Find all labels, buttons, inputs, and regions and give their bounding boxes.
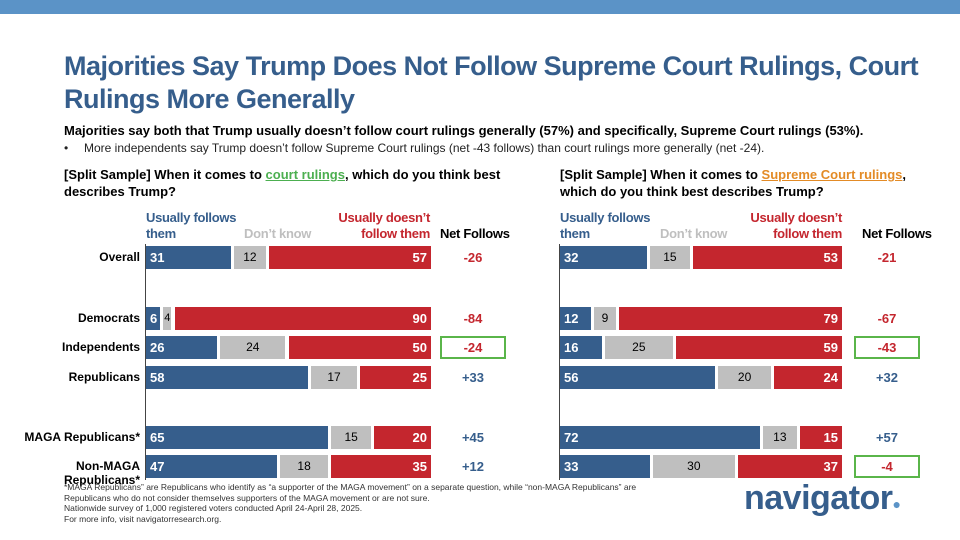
right-header-dont-know: Don’t know (660, 226, 728, 241)
right-not-follow-bar: 79 (619, 307, 842, 330)
right-net-follows-value: -21 (877, 250, 897, 265)
page-title: Majorities Say Trump Does Not Follow Sup… (64, 51, 919, 114)
left-question-pre: [Split Sample] When it comes to (64, 167, 266, 182)
row-label: Independents (61, 340, 140, 354)
left-dont-know-bar: 17 (311, 366, 357, 389)
right-dont-know-bar: 20 (717, 366, 772, 389)
left-dont-know-bar: 4 (163, 307, 172, 330)
logo-text: navigator (744, 479, 893, 517)
row-label: Non-MAGA Republicans* (63, 459, 140, 487)
right-net-follows-value: +32 (875, 370, 899, 385)
left-header-follows: Usually follows them (146, 210, 237, 241)
bullet-text: More independents say Trump doesn’t foll… (84, 141, 765, 155)
left-dont-know-bar: 15 (331, 426, 371, 449)
right-header-not-follow: Usually doesn’t follow them (750, 210, 842, 241)
footnote-methodology: Nationwide survey of 1,000 registered vo… (64, 503, 363, 513)
left-header-net: Net Follows (440, 226, 510, 241)
right-header-net: Net Follows (862, 226, 932, 241)
top-accent-bar (0, 0, 960, 14)
left-follows-bar: 31 (146, 246, 232, 269)
row-label: Overall (99, 250, 140, 264)
right-net-follows-value: -43 (854, 336, 920, 359)
left-axis-line (145, 244, 146, 480)
right-not-follow-bar: 15 (799, 426, 842, 449)
right-net-follows-value: -4 (854, 455, 920, 478)
left-header-dont-know: Don’t know (244, 226, 312, 241)
right-dont-know-bar: 13 (763, 426, 797, 449)
right-question-pre: [Split Sample] When it comes to (560, 167, 762, 182)
subheadline: Majorities say both that Trump usually d… (64, 123, 864, 138)
footnote-definition: *MAGA Republicans” are Republicans who i… (64, 482, 637, 503)
row-label: MAGA Republicans* (24, 430, 140, 444)
left-follows-bar: 58 (146, 366, 309, 389)
left-net-follows-value: +45 (461, 430, 485, 445)
left-follows-bar: 65 (146, 426, 329, 449)
footnote: *MAGA Republicans” are Republicans who i… (64, 482, 664, 524)
right-not-follow-bar: 37 (737, 455, 842, 478)
left-not-follow-bar: 25 (359, 366, 431, 389)
left-dont-know-bar: 24 (220, 336, 286, 359)
left-net-follows-value: -84 (463, 311, 483, 326)
bullet-note: • More independents say Trump doesn’t fol… (64, 141, 944, 155)
bullet-marker: • (64, 141, 69, 155)
left-follows-bar: 6 (146, 307, 161, 330)
footnote-more-info: For more info, visit navigatorresearch.o… (64, 513, 222, 524)
right-follows-bar: 16 (560, 336, 603, 359)
right-follows-bar: 56 (560, 366, 715, 389)
left-not-follow-bar: 20 (374, 426, 431, 449)
right-not-follow-bar: 24 (774, 366, 842, 389)
right-not-follow-bar: 59 (675, 336, 842, 359)
right-dont-know-bar: 15 (650, 246, 690, 269)
right-dont-know-bar: 30 (653, 455, 735, 478)
right-follows-bar: 33 (560, 455, 651, 478)
left-question-highlight: court rulings (265, 167, 345, 182)
left-net-follows-value: +33 (461, 370, 485, 385)
right-net-follows-value: -67 (877, 311, 897, 326)
right-question: [Split Sample] When it comes to Supreme … (560, 166, 940, 200)
left-net-follows-value: -24 (440, 336, 506, 359)
left-not-follow-bar: 90 (174, 307, 431, 330)
right-question-post: , which do you think best describes Trum… (560, 167, 907, 199)
right-question-highlight: Supreme Court rulings (761, 167, 903, 182)
left-question-post: , which do you think best describes Trum… (64, 167, 501, 199)
right-dont-know-bar: 9 (593, 307, 617, 330)
row-label: Republicans (68, 370, 140, 384)
left-follows-bar: 26 (146, 336, 218, 359)
left-follows-bar: 47 (146, 455, 277, 478)
left-net-follows-value: +12 (461, 459, 485, 474)
right-follows-bar: 32 (560, 246, 648, 269)
right-net-follows-value: +57 (875, 430, 899, 445)
right-not-follow-bar: 53 (692, 246, 842, 269)
navigator-logo: navigator● (744, 479, 901, 518)
right-follows-bar: 72 (560, 426, 761, 449)
left-not-follow-bar: 50 (288, 336, 431, 359)
left-header-not-follow: Usually doesn’t follow them (338, 210, 430, 241)
row-label: Democrats (77, 311, 140, 325)
left-net-follows-value: -26 (463, 250, 483, 265)
right-header-follows: Usually follows them (560, 210, 651, 241)
left-not-follow-bar: 57 (268, 246, 431, 269)
right-follows-bar: 12 (560, 307, 591, 330)
left-question: [Split Sample] When it comes to court ru… (64, 166, 514, 200)
left-not-follow-bar: 35 (331, 455, 431, 478)
left-dont-know-bar: 18 (279, 455, 329, 478)
left-dont-know-bar: 12 (234, 246, 266, 269)
right-axis-line (559, 244, 560, 480)
logo-mark: ● (892, 496, 901, 512)
right-dont-know-bar: 25 (605, 336, 673, 359)
